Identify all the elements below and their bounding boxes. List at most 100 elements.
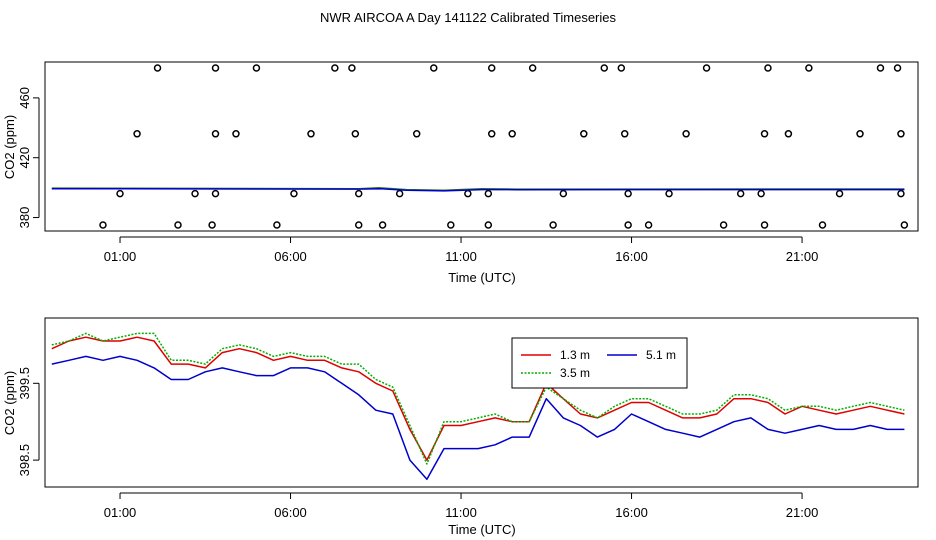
series-line-5-1-m <box>51 355 905 481</box>
y-tick-label: 380 <box>17 207 32 229</box>
data-point <box>116 189 124 198</box>
bottom-plot-frame <box>44 317 919 488</box>
series-line-3-5-m <box>51 332 905 465</box>
data-point <box>760 130 769 138</box>
data-point <box>900 221 909 229</box>
y-tick-label: 460 <box>17 87 32 109</box>
x-tick-label: 01:00 <box>104 249 137 264</box>
data-point <box>805 64 813 72</box>
data-point <box>893 64 902 72</box>
data-point <box>133 130 141 138</box>
data-point <box>559 189 568 198</box>
x-tick-label: 01:00 <box>104 505 137 520</box>
x-tick-label: 11:00 <box>445 505 477 520</box>
bottom-line-plot: 01:00 06:00 11:00 16:00 21:00 398.5 399.5 Tim… <box>2 317 919 537</box>
data-point <box>856 130 864 138</box>
top-plot-y-label: CO2 (ppm) <box>2 115 17 179</box>
legend-label-5-1m: 5.1 m <box>646 348 676 362</box>
data-point <box>897 130 905 138</box>
data-point <box>378 221 387 229</box>
x-tick-label: 06:00 <box>274 249 307 264</box>
data-point <box>644 221 653 229</box>
data-point <box>835 189 844 198</box>
data-point <box>580 130 588 138</box>
data-point <box>208 221 216 229</box>
data-point <box>464 189 472 198</box>
bottom-plot-y-axis: 398.5 399.5 <box>17 367 40 477</box>
top-plot-marks <box>51 64 909 229</box>
bottom-plot-x-label: Time (UTC) <box>448 522 515 537</box>
data-point <box>620 130 629 138</box>
data-point <box>351 130 360 138</box>
data-point <box>757 189 765 198</box>
data-point <box>153 64 162 72</box>
data-point <box>484 221 493 229</box>
series-line-5 <box>51 187 905 192</box>
data-point <box>412 130 421 138</box>
data-point <box>331 64 339 72</box>
data-point <box>348 64 356 72</box>
y-tick-label: 420 <box>17 147 32 169</box>
y-tick-label: 398.5 <box>17 444 32 477</box>
x-tick-label: 06:00 <box>274 505 307 520</box>
x-tick-label: 21:00 <box>786 249 819 264</box>
series-line-1-3-m <box>51 336 905 461</box>
x-tick-label: 11:00 <box>445 249 477 264</box>
data-point <box>354 189 363 198</box>
data-point <box>600 64 609 72</box>
data-point <box>174 221 182 229</box>
legend-label-3-5m: 3.5 m <box>560 366 590 380</box>
legend: 1.3 m 5.1 m 3.5 m <box>511 337 688 389</box>
bottom-plot-y-label: CO2 (ppm) <box>2 371 17 435</box>
data-point <box>624 221 632 229</box>
data-point <box>624 189 632 198</box>
data-point <box>665 189 673 198</box>
data-point <box>719 221 728 229</box>
top-plot-x-label: Time (UTC) <box>448 270 515 285</box>
data-point <box>736 189 745 198</box>
data-point <box>702 64 711 72</box>
data-point <box>528 64 537 72</box>
data-point <box>784 130 793 138</box>
legend-label-1-3m: 1.3 m <box>560 348 590 362</box>
data-point <box>211 64 220 72</box>
data-point <box>484 189 493 198</box>
data-point <box>252 64 261 72</box>
data-point <box>876 64 885 72</box>
data-point <box>273 221 281 229</box>
data-point <box>617 64 626 72</box>
figure-title: NWR AIRCOA A Day 141122 Calibrated Times… <box>320 10 616 25</box>
data-point <box>487 130 496 138</box>
bottom-plot-marks <box>51 332 905 481</box>
y-tick-label: 399.5 <box>17 367 32 400</box>
data-point <box>430 64 438 72</box>
data-point <box>232 130 240 138</box>
x-tick-label: 16:00 <box>615 249 648 264</box>
data-point <box>211 130 220 138</box>
bottom-plot-x-axis: 01:00 06:00 11:00 16:00 21:00 <box>104 492 819 520</box>
data-point <box>211 189 220 198</box>
x-tick-label: 21:00 <box>786 505 819 520</box>
data-point <box>549 221 557 229</box>
data-point <box>307 130 315 138</box>
data-point <box>682 130 690 138</box>
data-point <box>191 189 199 198</box>
x-tick-label: 16:00 <box>615 505 648 520</box>
top-plot-frame <box>44 61 919 232</box>
data-point <box>99 221 107 229</box>
data-point <box>760 221 769 229</box>
data-point <box>447 221 455 229</box>
data-point <box>818 221 827 229</box>
data-point <box>764 64 772 72</box>
data-point <box>354 221 363 229</box>
data-point <box>290 189 298 198</box>
top-plot-x-axis: 01:00 06:00 11:00 16:00 21:00 <box>104 236 819 264</box>
data-point <box>487 64 496 72</box>
legend-box <box>511 337 688 389</box>
data-point <box>897 189 905 198</box>
top-scatter-plot: 01:00 06:00 11:00 16:00 21:00 380 420 460 Time… <box>2 61 919 285</box>
data-point <box>395 189 404 198</box>
top-plot-y-axis: 380 420 460 <box>17 87 40 229</box>
data-point <box>508 130 516 138</box>
